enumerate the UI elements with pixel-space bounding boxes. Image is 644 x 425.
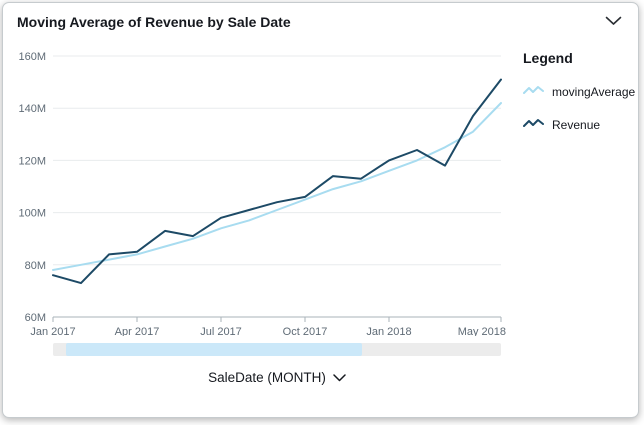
legend-item-revenue[interactable]: Revenue xyxy=(523,117,635,132)
card-header: Moving Average of Revenue by Sale Date xyxy=(3,3,638,30)
line-sample-icon xyxy=(523,84,544,99)
legend-item-label: Revenue xyxy=(552,117,601,132)
scrollbar-selection[interactable] xyxy=(66,343,363,356)
chart-card: Moving Average of Revenue by Sale Date 6… xyxy=(2,2,639,418)
x-axis-field-control[interactable]: SaleDate (MONTH) xyxy=(11,370,543,385)
plot-column: 60M 80M 100M 120M 140M 160M Jan 2017 Apr 2017 Ju… xyxy=(11,32,513,385)
series-line-movingAverage[interactable] xyxy=(52,102,502,271)
x-axis-title: SaleDate (MONTH) xyxy=(208,370,326,385)
y-tick-label: 60M xyxy=(25,312,46,324)
y-tick-label: 120M xyxy=(18,155,46,167)
y-tick-label: 140M xyxy=(18,103,46,115)
x-tick-label: Apr 2017 xyxy=(115,326,160,336)
chart-title: Moving Average of Revenue by Sale Date xyxy=(17,14,291,30)
chevron-down-icon xyxy=(333,370,346,385)
line-sample-icon xyxy=(523,117,544,132)
x-tick-label: Jan 2018 xyxy=(366,326,411,336)
x-tick-label: May 2018 xyxy=(458,326,506,336)
x-tick-label: Jan 2017 xyxy=(30,326,75,336)
legend-item-movingaverage[interactable]: movingAverage xyxy=(523,84,635,99)
line-chart[interactable]: 60M 80M 100M 120M 140M 160M Jan 2017 Apr 2017 Ju… xyxy=(11,32,513,338)
legend-item-label: movingAverage xyxy=(552,84,636,99)
legend: Legend movingAverage Reve xyxy=(513,32,638,385)
series-line-Revenue[interactable] xyxy=(52,78,502,285)
x-tick-label: Jul 2017 xyxy=(200,326,242,336)
y-tick-label: 160M xyxy=(18,51,46,63)
chart-row: 60M 80M 100M 120M 140M 160M Jan 2017 Apr 2017 Ju… xyxy=(3,30,638,385)
x-axis-scrollbar[interactable] xyxy=(53,343,501,356)
x-tick-label: Oct 2017 xyxy=(283,326,328,336)
collapse-button[interactable] xyxy=(603,14,624,28)
y-tick-label: 80M xyxy=(25,260,46,272)
chevron-down-icon xyxy=(605,14,622,29)
legend-title: Legend xyxy=(523,50,573,66)
y-tick-label: 100M xyxy=(18,208,46,220)
